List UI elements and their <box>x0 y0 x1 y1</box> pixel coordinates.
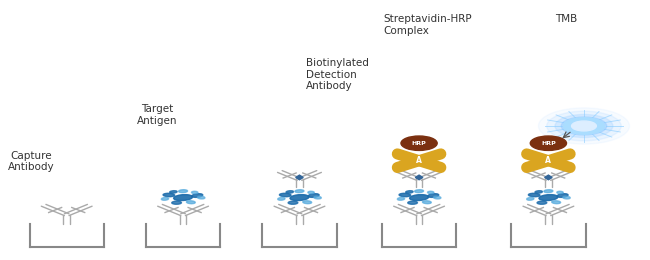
Text: HRP: HRP <box>411 141 426 146</box>
Text: A: A <box>545 156 551 165</box>
Ellipse shape <box>526 198 534 200</box>
Ellipse shape <box>399 193 411 197</box>
Text: Capture
Antibody: Capture Antibody <box>8 151 55 172</box>
Ellipse shape <box>278 198 285 200</box>
Ellipse shape <box>286 191 294 193</box>
Ellipse shape <box>172 201 181 204</box>
Ellipse shape <box>528 193 540 197</box>
Ellipse shape <box>408 201 417 204</box>
Ellipse shape <box>428 191 434 194</box>
Ellipse shape <box>537 201 547 204</box>
Ellipse shape <box>170 191 177 193</box>
Ellipse shape <box>434 196 441 199</box>
Circle shape <box>538 108 629 144</box>
Ellipse shape <box>308 194 319 197</box>
Ellipse shape <box>163 193 175 197</box>
Ellipse shape <box>280 193 291 197</box>
Ellipse shape <box>288 201 298 204</box>
Ellipse shape <box>397 198 404 200</box>
Circle shape <box>571 121 596 131</box>
Polygon shape <box>545 175 552 180</box>
Ellipse shape <box>295 190 304 193</box>
Ellipse shape <box>192 191 198 194</box>
Text: Target
Antigen: Target Antigen <box>137 104 177 126</box>
Ellipse shape <box>415 190 424 193</box>
Ellipse shape <box>422 201 431 204</box>
Polygon shape <box>415 175 423 180</box>
Ellipse shape <box>406 191 413 193</box>
Ellipse shape <box>187 201 195 204</box>
Ellipse shape <box>179 190 188 193</box>
Polygon shape <box>296 175 304 180</box>
Circle shape <box>561 117 606 135</box>
Ellipse shape <box>552 201 560 204</box>
Ellipse shape <box>161 198 168 200</box>
Text: HRP: HRP <box>541 141 556 146</box>
Ellipse shape <box>557 191 564 194</box>
Ellipse shape <box>428 194 439 197</box>
Ellipse shape <box>410 195 428 200</box>
Circle shape <box>555 114 613 138</box>
Ellipse shape <box>290 195 309 200</box>
Circle shape <box>564 118 604 134</box>
Ellipse shape <box>192 194 203 197</box>
Circle shape <box>530 136 567 151</box>
Ellipse shape <box>314 196 321 199</box>
Ellipse shape <box>535 191 542 193</box>
Circle shape <box>547 111 621 141</box>
Text: A: A <box>416 156 422 165</box>
Text: TMB: TMB <box>555 14 577 24</box>
Ellipse shape <box>198 196 205 199</box>
Text: Biotinylated
Detection
Antibody: Biotinylated Detection Antibody <box>306 58 369 91</box>
Ellipse shape <box>544 190 553 193</box>
Ellipse shape <box>303 201 311 204</box>
Ellipse shape <box>563 196 570 199</box>
Circle shape <box>401 136 437 151</box>
Ellipse shape <box>557 194 568 197</box>
Ellipse shape <box>174 195 192 200</box>
Text: Streptavidin-HRP
Complex: Streptavidin-HRP Complex <box>384 14 472 36</box>
Ellipse shape <box>308 191 315 194</box>
Ellipse shape <box>539 195 558 200</box>
